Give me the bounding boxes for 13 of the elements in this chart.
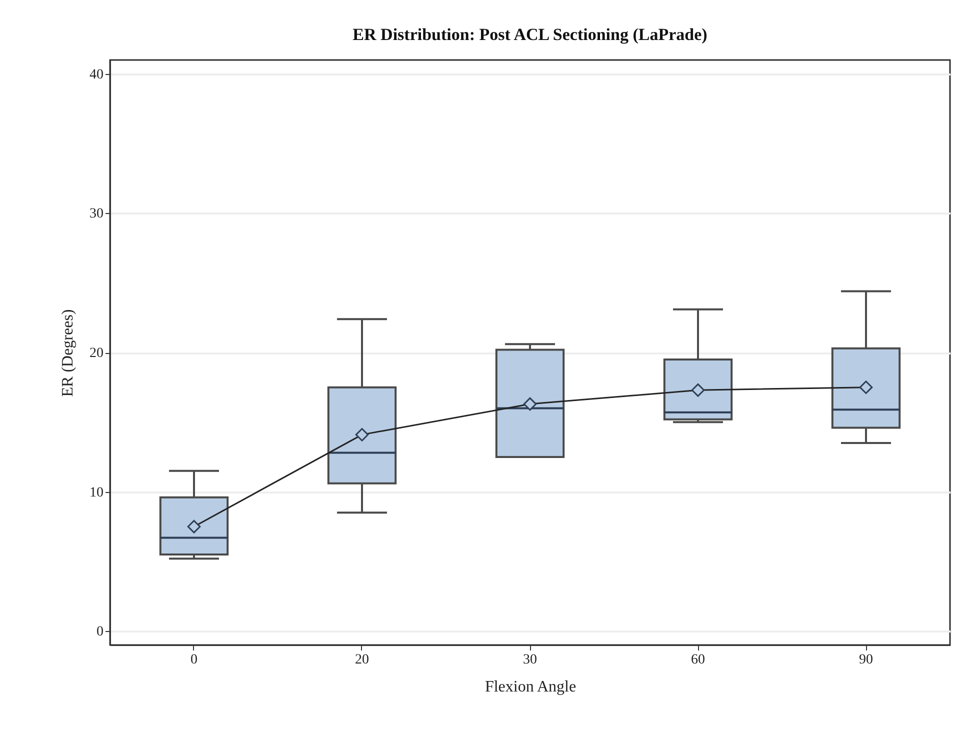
y-axis-title: ER (Degrees) [60, 309, 76, 397]
x-tick-label: 30 [523, 652, 537, 668]
x-tick-label: 90 [859, 652, 873, 668]
chart-title: ER Distribution: Post ACL Sectioning (LaPrade) [352, 25, 708, 44]
y-tick-label: 0 [96, 624, 104, 640]
x-tick-label: 20 [355, 652, 369, 668]
y-tick-label: 20 [90, 346, 104, 361]
y-tick-label: 40 [90, 67, 104, 82]
x-axis-title: Flexion Angle [484, 678, 576, 696]
x-tick-label: 60 [691, 652, 705, 668]
x-tick-label: 0 [190, 652, 198, 668]
y-tick-label: 10 [90, 485, 104, 500]
y-tick-label: 30 [90, 206, 104, 222]
